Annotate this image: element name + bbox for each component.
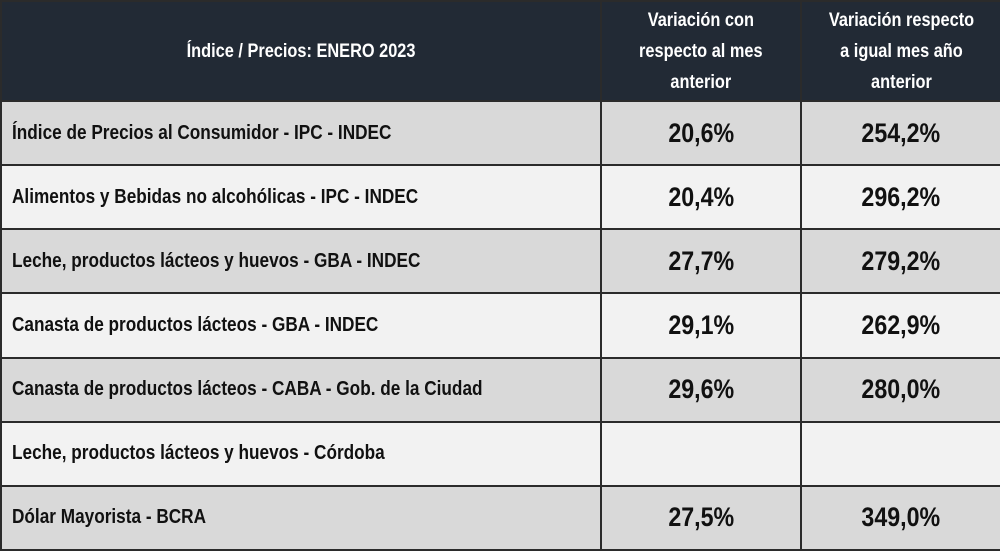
row-label: Canasta de productos lácteos - GBA - IND… [0,292,602,359]
yearly-variation-cell: 279,2% [800,228,1000,295]
header-row: Índice / Precios: ENERO 2023 Variación c… [0,0,1000,102]
monthly-variation-cell [600,420,802,487]
table-row: Leche, productos lácteos y huevos - Córd… [0,420,1000,487]
yearly-variation-cell: 280,0% [800,356,1000,423]
row-label: Alimentos y Bebidas no alcohólicas - IPC… [0,164,602,231]
monthly-variation-cell: 27,5% [600,484,802,551]
header-yearly-variation: Variación respecto a igual mes año anterio… [800,0,1000,102]
yearly-variation-cell: 254,2% [800,99,1000,167]
header-monthly-variation: Variación con respecto al mes anterior [600,0,802,102]
monthly-variation-cell: 27,7% [600,228,802,295]
monthly-variation-cell: 20,6% [600,99,802,167]
monthly-variation-cell: 29,1% [600,292,802,359]
table-row: Leche, productos lácteos y huevos - GBA … [0,228,1000,295]
row-label: Canasta de productos lácteos - CABA - Go… [0,356,602,423]
monthly-variation-cell: 20,4% [600,164,802,231]
header-index: Índice / Precios: ENERO 2023 [0,0,602,102]
yearly-variation-cell: 262,9% [800,292,1000,359]
row-label: Leche, productos lácteos y huevos - Córd… [0,420,602,487]
row-label: Leche, productos lácteos y huevos - GBA … [0,228,602,295]
yearly-variation-cell [800,420,1000,487]
yearly-variation-cell: 349,0% [800,484,1000,551]
row-label: Índice de Precios al Consumidor - IPC - … [0,99,602,167]
monthly-variation-cell: 29,6% [600,356,802,423]
row-label: Dólar Mayorista - BCRA [0,484,602,551]
table-row: Canasta de productos lácteos - CABA - Go… [0,356,1000,423]
table-row: Alimentos y Bebidas no alcohólicas - IPC… [0,164,1000,231]
table-row: Canasta de productos lácteos - GBA - IND… [0,292,1000,359]
yearly-variation-cell: 296,2% [800,164,1000,231]
table-row: Índice de Precios al Consumidor - IPC - … [0,99,1000,167]
table-row: Dólar Mayorista - BCRA 27,5% 349,0% [0,484,1000,551]
